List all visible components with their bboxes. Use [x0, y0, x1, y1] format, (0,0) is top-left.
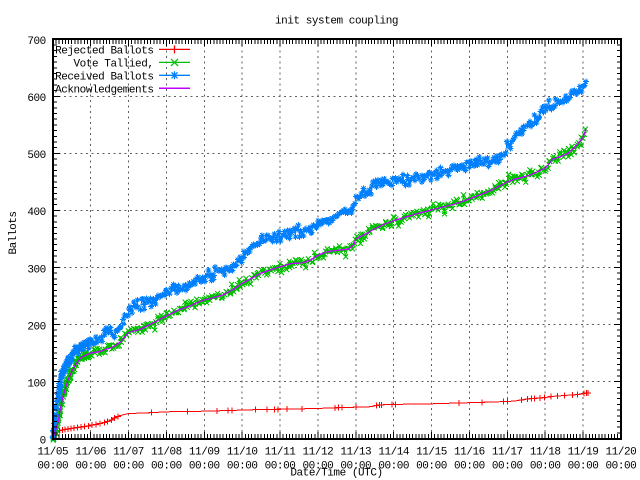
svg-text:600: 600: [27, 93, 45, 105]
svg-text:0: 0: [40, 435, 46, 447]
svg-text:Acknowledgements: Acknowledgements: [55, 85, 153, 97]
svg-text:11/11: 11/11: [265, 447, 297, 459]
svg-text:300: 300: [27, 264, 45, 276]
svg-text:Received Ballots: Received Ballots: [55, 72, 153, 84]
svg-text:00:00: 00:00: [37, 461, 68, 473]
svg-text:00:00: 00:00: [75, 461, 106, 473]
svg-text:11/06: 11/06: [75, 447, 106, 459]
svg-text:00:00: 00:00: [303, 461, 334, 473]
svg-text:00:00: 00:00: [265, 461, 296, 473]
svg-text:00:00: 00:00: [227, 461, 258, 473]
svg-text:00:00: 00:00: [568, 461, 599, 473]
svg-text:00:00: 00:00: [492, 461, 523, 473]
svg-text:11/10: 11/10: [227, 447, 258, 459]
svg-text:11/08: 11/08: [151, 447, 182, 459]
svg-text:11/12: 11/12: [303, 447, 334, 459]
svg-text:00:00: 00:00: [189, 461, 220, 473]
svg-text:11/20: 11/20: [606, 447, 637, 459]
svg-text:00:00: 00:00: [340, 461, 371, 473]
svg-text:100: 100: [27, 378, 45, 390]
svg-text:11/17: 11/17: [492, 447, 523, 459]
svg-text:init system coupling: init system coupling: [275, 16, 398, 28]
svg-text:11/14: 11/14: [378, 447, 410, 459]
svg-text:11/15: 11/15: [416, 447, 447, 459]
svg-text:00:00: 00:00: [416, 461, 447, 473]
svg-text:11/05: 11/05: [37, 447, 68, 459]
svg-text:11/09: 11/09: [189, 447, 220, 459]
svg-text:00:00: 00:00: [378, 461, 409, 473]
svg-text:400: 400: [27, 207, 45, 219]
svg-text:00:00: 00:00: [454, 461, 485, 473]
svg-text:11/18: 11/18: [530, 447, 561, 459]
svg-text:Date/Time (UTC): Date/Time (UTC): [290, 468, 382, 480]
svg-text:11/07: 11/07: [113, 447, 144, 459]
svg-text:Vote Tallied,: Vote Tallied,: [74, 59, 154, 71]
svg-text:Ballots: Ballots: [8, 211, 20, 254]
svg-text:00:00: 00:00: [606, 461, 637, 473]
svg-text:11/13: 11/13: [340, 447, 371, 459]
svg-text:700: 700: [27, 36, 45, 48]
svg-text:200: 200: [27, 321, 45, 333]
svg-text:00:00: 00:00: [151, 461, 182, 473]
svg-text:11/19: 11/19: [568, 447, 599, 459]
svg-text:00:00: 00:00: [113, 461, 144, 473]
svg-text:500: 500: [27, 150, 45, 162]
svg-text:Rejected Ballots: Rejected Ballots: [55, 46, 153, 58]
svg-text:00:00: 00:00: [530, 461, 561, 473]
svg-text:11/16: 11/16: [454, 447, 485, 459]
